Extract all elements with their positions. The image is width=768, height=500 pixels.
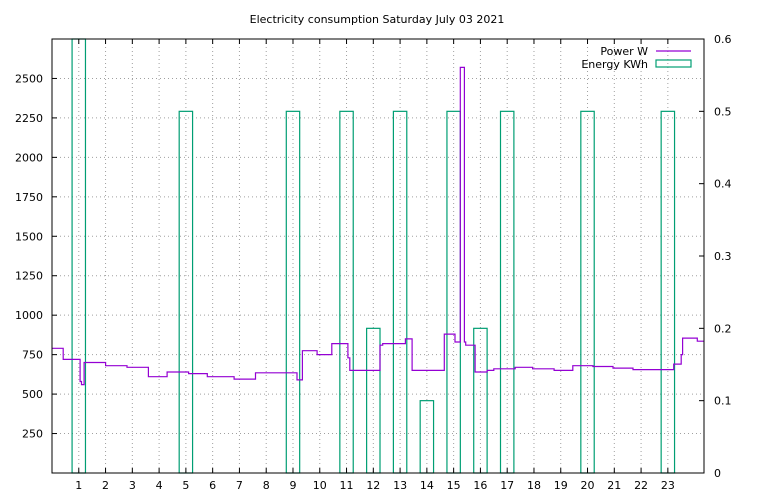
x-tick-label: 6 bbox=[209, 479, 216, 492]
x-tick-label: 10 bbox=[313, 479, 327, 492]
energy-bar bbox=[660, 110, 676, 474]
y2-tick-label: 0.6 bbox=[714, 33, 732, 46]
x-tick-label: 16 bbox=[473, 479, 487, 492]
y-tick-label: 2000 bbox=[15, 151, 43, 164]
x-tick-label: 11 bbox=[340, 479, 354, 492]
x-tick-label: 23 bbox=[661, 479, 675, 492]
power-line-group bbox=[52, 66, 704, 386]
plot-border bbox=[51, 38, 705, 474]
x-tick-label: 13 bbox=[393, 479, 407, 492]
y-tick-label: 1750 bbox=[15, 191, 43, 204]
y-tick-label: 750 bbox=[22, 349, 43, 362]
y2-tick-label: 0.3 bbox=[714, 250, 732, 263]
y-tick-label: 500 bbox=[22, 388, 43, 401]
x-tick-label: 1 bbox=[75, 479, 82, 492]
y2-tick-label: 0.5 bbox=[714, 105, 732, 118]
x-tick-label: 4 bbox=[156, 479, 163, 492]
y-tick-label: 2250 bbox=[15, 112, 43, 125]
y-tick-label: 2500 bbox=[15, 72, 43, 85]
y2-tick-label: 0.4 bbox=[714, 178, 732, 191]
x-tick-label: 19 bbox=[554, 479, 568, 492]
legend: Power W Energy KWh bbox=[581, 45, 692, 71]
y-tick-label: 1250 bbox=[15, 270, 43, 283]
x-tick-label: 22 bbox=[634, 479, 648, 492]
y-tick-label: 250 bbox=[22, 428, 43, 441]
power-line bbox=[52, 66, 704, 386]
x-tick-label: 3 bbox=[129, 479, 136, 492]
energy-bar bbox=[499, 110, 515, 474]
energy-bar bbox=[285, 110, 301, 474]
x-tick-label: 20 bbox=[581, 479, 595, 492]
x-tick-label: 8 bbox=[263, 479, 270, 492]
energy-bar bbox=[339, 110, 354, 474]
x-tick-label: 9 bbox=[289, 479, 296, 492]
x-tick-label: 17 bbox=[500, 479, 514, 492]
x-tick-label: 12 bbox=[366, 479, 380, 492]
y2-tick-label: 0.2 bbox=[714, 322, 732, 335]
x-tick-label: 15 bbox=[447, 479, 461, 492]
y2-tick-label: 0.1 bbox=[714, 395, 732, 408]
energy-bar bbox=[446, 110, 461, 474]
energy-bar bbox=[178, 110, 194, 474]
legend-label-energy: Energy KWh bbox=[581, 58, 648, 71]
x-tick-label: 2 bbox=[102, 479, 109, 492]
grid-lines bbox=[52, 39, 704, 473]
chart-title: Electricity consumption Saturday July 03… bbox=[250, 13, 505, 26]
legend-swatch-energy bbox=[655, 59, 692, 68]
energy-bar bbox=[392, 110, 408, 474]
y2-tick-label: 0 bbox=[714, 467, 721, 480]
x-tick-label: 7 bbox=[236, 479, 243, 492]
y-tick-label: 1500 bbox=[15, 230, 43, 243]
x-tick-label: 21 bbox=[607, 479, 621, 492]
y-tick-label: 1000 bbox=[15, 309, 43, 322]
x-tick-label: 18 bbox=[527, 479, 541, 492]
axis-ticks: 1 2 3 4 5 6 7 8 9 10 11 12 13 14 15 16 17 18 19 20 21 22 23250… bbox=[15, 33, 732, 492]
energy-bar bbox=[580, 110, 595, 474]
x-tick-label: 5 bbox=[182, 479, 189, 492]
legend-label-power: Power W bbox=[600, 45, 648, 58]
x-tick-label: 14 bbox=[420, 479, 434, 492]
